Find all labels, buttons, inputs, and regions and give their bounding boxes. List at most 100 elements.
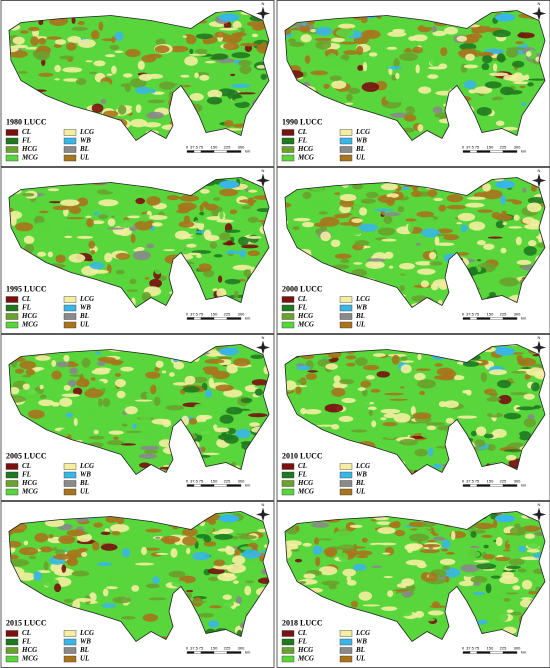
legend-swatch [63, 488, 77, 496]
legend-label: MCG [297, 321, 314, 329]
land-patch [386, 89, 404, 95]
land-patch [90, 220, 105, 225]
land-patch [381, 606, 398, 611]
land-patch [495, 120, 505, 126]
land-patch [109, 44, 120, 51]
land-patch [368, 409, 374, 416]
scale-label: 225 [224, 145, 231, 150]
land-patch [357, 387, 366, 391]
land-patch [91, 103, 104, 113]
land-patch [525, 375, 532, 379]
land-patch [117, 104, 127, 115]
land-patch [472, 582, 481, 586]
land-patch [456, 252, 470, 256]
land-patch [77, 368, 93, 374]
panel-title: 1990 LUCC [282, 117, 323, 126]
land-patch [522, 187, 527, 194]
legend-swatch [281, 321, 295, 329]
land-patch [492, 428, 507, 438]
land-patch [528, 240, 537, 247]
land-patch [285, 27, 292, 35]
land-patch [346, 576, 352, 582]
land-patch [147, 99, 165, 104]
legend-swatch [281, 296, 295, 303]
legend-swatch [281, 480, 295, 487]
land-patch [209, 241, 218, 249]
land-patch [207, 89, 223, 99]
land-patch [152, 576, 160, 585]
land-patch [199, 414, 213, 420]
land-patch [460, 564, 480, 573]
land-patch [338, 552, 349, 562]
scale-segment [186, 150, 195, 153]
legend-label: UL [80, 655, 89, 663]
land-patch [127, 215, 143, 219]
land-patch [355, 550, 373, 556]
land-patch [416, 211, 434, 218]
land-patch [117, 219, 135, 228]
legend-swatch [339, 321, 353, 329]
land-patch [120, 101, 129, 104]
land-patch [207, 568, 225, 575]
land-patch [137, 60, 145, 70]
land-patch [155, 38, 166, 46]
land-patch [120, 366, 134, 372]
land-patch [520, 367, 532, 370]
land-patch [505, 454, 517, 461]
scale-label: 0 [186, 145, 189, 150]
scale-label: 0 [462, 312, 465, 317]
land-patch [10, 558, 30, 567]
land-patch [124, 406, 138, 415]
land-patch [148, 597, 167, 601]
land-patch [321, 580, 340, 586]
land-patch [415, 261, 433, 266]
land-patch [144, 277, 150, 280]
scale-segment [502, 484, 518, 487]
land-patch [149, 278, 162, 288]
legend-label: BL [79, 479, 89, 487]
legend-label: HCG [297, 646, 313, 654]
land-patch [90, 249, 96, 255]
land-patch [229, 621, 236, 628]
land-patch [184, 375, 196, 385]
land-patch [331, 80, 347, 89]
land-patch [174, 230, 190, 240]
scale-unit: km [521, 149, 527, 154]
scale-segment [462, 651, 471, 654]
land-patch [233, 290, 239, 299]
legend-swatch [5, 463, 19, 470]
land-patch [376, 371, 390, 378]
land-patch [101, 603, 117, 608]
land-patch [368, 271, 380, 280]
land-patch [206, 96, 223, 105]
legend-swatch [5, 137, 19, 145]
land-patch [470, 575, 488, 584]
land-patch [225, 406, 243, 415]
land-patch [101, 38, 117, 42]
land-patch [75, 598, 92, 602]
legend-swatch [281, 471, 295, 479]
legend-label: WB [80, 304, 91, 312]
land-patch [176, 527, 184, 536]
land-patch [86, 218, 94, 228]
land-patch [38, 37, 47, 45]
land-patch [145, 528, 162, 533]
land-patch [385, 94, 405, 103]
land-patch [388, 265, 394, 269]
scale-segment [476, 651, 491, 654]
land-patch [517, 32, 535, 39]
land-patch [61, 393, 80, 398]
land-patch [443, 567, 461, 578]
land-patch [380, 183, 399, 191]
land-patch [386, 46, 398, 50]
land-patch [484, 81, 502, 89]
land-patch [251, 379, 269, 386]
land-patch [105, 515, 119, 523]
land-patch [208, 518, 217, 526]
compass [256, 507, 270, 522]
land-patch [29, 533, 35, 537]
scale-segment [200, 150, 215, 153]
land-patch [384, 251, 394, 259]
